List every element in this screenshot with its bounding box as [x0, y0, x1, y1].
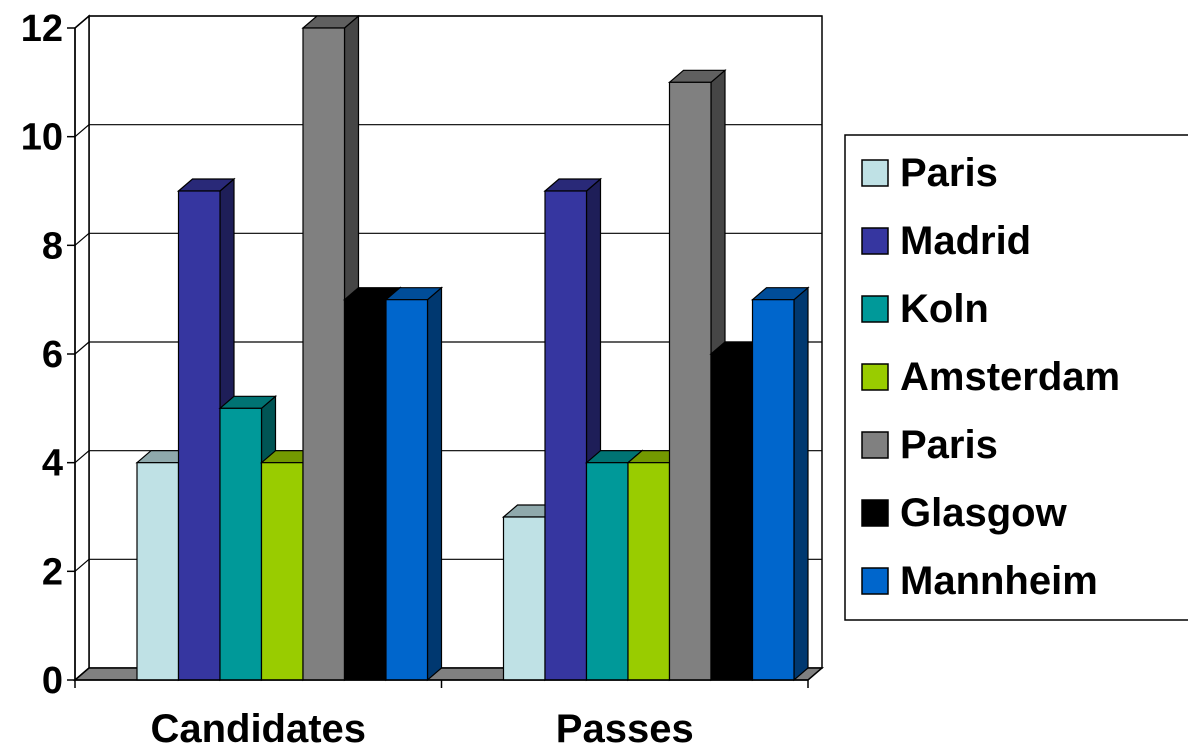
legend-label: Koln: [900, 287, 989, 331]
legend-swatch: [861, 567, 889, 595]
gridline-side: [74, 124, 90, 138]
y-tick-label: 10: [21, 117, 63, 159]
y-tick-label: 12: [21, 8, 63, 50]
gridline-side: [74, 341, 90, 355]
y-tick-label: 6: [42, 334, 63, 376]
x-category-label: Passes: [556, 707, 694, 751]
bar-front: [219, 407, 263, 681]
x-category-label: Candidates: [150, 707, 366, 751]
bar-mannheim-passes: [750, 286, 810, 682]
bar-front: [177, 190, 221, 681]
bar-front: [668, 81, 712, 681]
legend-label: Paris: [900, 151, 998, 195]
gridline-side: [74, 15, 90, 29]
bar-front: [502, 516, 546, 681]
y-tick-label: 4: [42, 443, 63, 485]
bar-front: [627, 462, 671, 681]
legend: Paris Madrid Koln Amsterdam Paris Glasgow Mann…: [844, 134, 1188, 621]
gridline-side: [74, 232, 90, 246]
bars: [135, 14, 810, 682]
gridline-side: [74, 450, 90, 464]
bar-front: [585, 462, 629, 681]
bar-front: [544, 190, 588, 681]
y-tick-label: 8: [42, 225, 63, 267]
bar-front: [751, 299, 795, 681]
legend-box: [844, 134, 1188, 621]
legend-swatch: [861, 295, 889, 323]
legend-label: Amsterdam: [900, 355, 1120, 399]
bar-mannheim-candidates: [384, 286, 444, 682]
legend-swatch: [861, 499, 889, 527]
legend-swatch: [861, 159, 889, 187]
legend-label: Paris: [900, 423, 998, 467]
legend-label: Mannheim: [900, 559, 1098, 603]
legend-label: Madrid: [900, 219, 1031, 263]
legend-swatch: [861, 227, 889, 255]
bar-front: [136, 462, 180, 681]
bar-front: [385, 299, 429, 681]
bar-side: [426, 286, 443, 682]
bar-front: [343, 299, 387, 681]
gridline-side: [74, 558, 90, 572]
legend-swatch: [861, 431, 889, 459]
bar-side: [793, 286, 809, 682]
y-tick-label: 2: [42, 551, 63, 593]
x-axis-categories: Candidates Passes: [74, 680, 809, 751]
bar-front: [260, 462, 304, 681]
bar-front: [302, 27, 346, 681]
legend-swatch: [861, 363, 889, 391]
bar-front: [710, 353, 754, 681]
y-tick-label: 0: [42, 660, 63, 702]
legend-label: Glasgow: [900, 491, 1068, 535]
y-axis-ticks: 0 2 4 6 8 10 12: [21, 8, 808, 702]
